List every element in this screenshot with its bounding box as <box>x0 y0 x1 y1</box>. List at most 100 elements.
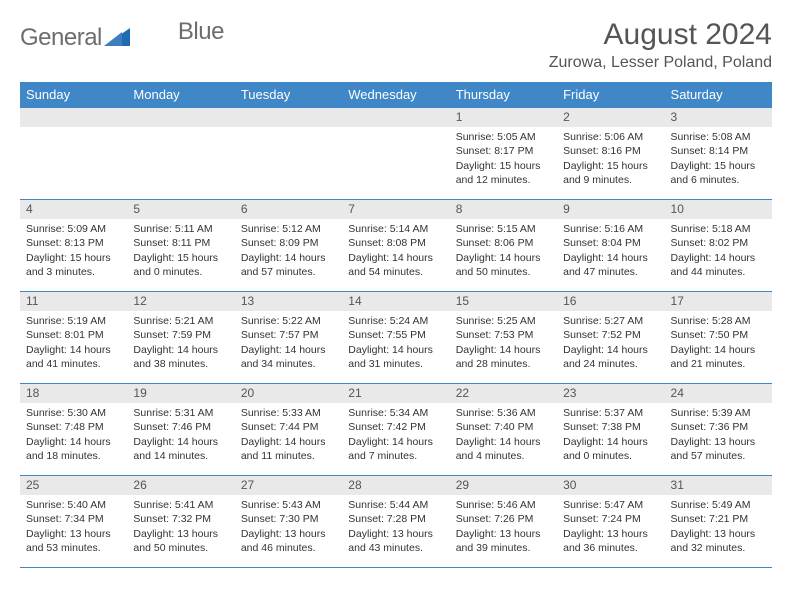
day-number: 6 <box>235 200 342 219</box>
logo: General Blue <box>20 24 224 52</box>
day-number: 30 <box>557 476 664 495</box>
calendar-cell: 21Sunrise: 5:34 AMSunset: 7:42 PMDayligh… <box>342 384 449 476</box>
daylight-text: Daylight: 14 hours and 41 minutes. <box>26 343 121 371</box>
day-detail: Sunrise: 5:24 AMSunset: 7:55 PMDaylight:… <box>342 311 449 375</box>
day-number: 2 <box>557 108 664 127</box>
calendar-cell: 4Sunrise: 5:09 AMSunset: 8:13 PMDaylight… <box>20 200 127 292</box>
sunrise-text: Sunrise: 5:06 AM <box>563 130 658 144</box>
calendar-cell: 30Sunrise: 5:47 AMSunset: 7:24 PMDayligh… <box>557 476 664 568</box>
calendar-cell: 10Sunrise: 5:18 AMSunset: 8:02 PMDayligh… <box>665 200 772 292</box>
sunset-text: Sunset: 8:08 PM <box>348 236 443 250</box>
day-number: 14 <box>342 292 449 311</box>
day-number: 31 <box>665 476 772 495</box>
calendar-cell: 16Sunrise: 5:27 AMSunset: 7:52 PMDayligh… <box>557 292 664 384</box>
calendar-row: 1 Sunrise: 5:05 AMSunset: 8:17 PM Daylight… <box>20 108 772 200</box>
sunset-text: Sunset: 8:06 PM <box>456 236 551 250</box>
sunset-text: Sunset: 8:16 PM <box>563 144 658 158</box>
sunrise-text: Sunrise: 5:27 AM <box>563 314 658 328</box>
day-number: 15 <box>450 292 557 311</box>
day-detail: Sunrise: 5:11 AMSunset: 8:11 PMDaylight:… <box>127 219 234 283</box>
calendar-cell <box>342 108 449 200</box>
sunset-text: Sunset: 7:42 PM <box>348 420 443 434</box>
calendar-cell <box>127 108 234 200</box>
day-detail: Sunrise: 5:49 AMSunset: 7:21 PMDaylight:… <box>665 495 772 559</box>
sunrise-text: Sunrise: 5:22 AM <box>241 314 336 328</box>
sunset-text: Sunset: 7:34 PM <box>26 512 121 526</box>
sunrise-text: Sunrise: 5:15 AM <box>456 222 551 236</box>
day-detail: Sunrise: 5:43 AMSunset: 7:30 PMDaylight:… <box>235 495 342 559</box>
sunset-text: Sunset: 7:50 PM <box>671 328 766 342</box>
daylight-text: Daylight: 14 hours and 4 minutes. <box>456 435 551 463</box>
day-detail: Sunrise: 5:39 AMSunset: 7:36 PMDaylight:… <box>665 403 772 467</box>
sunset-text: Sunset: 7:28 PM <box>348 512 443 526</box>
daylight-text: Daylight: 14 hours and 50 minutes. <box>456 251 551 279</box>
day-number: 1 <box>450 108 557 127</box>
day-detail: Sunrise: 5:08 AMSunset: 8:14 PMDaylight:… <box>665 127 772 191</box>
sunset-text: Sunset: 7:55 PM <box>348 328 443 342</box>
day-number: 12 <box>127 292 234 311</box>
sunrise-text: Sunrise: 5:28 AM <box>671 314 766 328</box>
calendar-row: 4Sunrise: 5:09 AMSunset: 8:13 PMDaylight… <box>20 200 772 292</box>
sunrise-text: Sunrise: 5:09 AM <box>26 222 121 236</box>
daylight-text: Daylight: 15 hours and 9 minutes. <box>563 159 658 187</box>
day-detail: Sunrise: 5:30 AMSunset: 7:48 PMDaylight:… <box>20 403 127 467</box>
daylight-text: Daylight: 13 hours and 32 minutes. <box>671 527 766 555</box>
daylight-text: Daylight: 14 hours and 34 minutes. <box>241 343 336 371</box>
day-number: 28 <box>342 476 449 495</box>
sunrise-text: Sunrise: 5:33 AM <box>241 406 336 420</box>
calendar-cell: 3Sunrise: 5:08 AMSunset: 8:14 PMDaylight… <box>665 108 772 200</box>
calendar-cell: 14Sunrise: 5:24 AMSunset: 7:55 PMDayligh… <box>342 292 449 384</box>
calendar-table: SundayMondayTuesdayWednesdayThursdayFrid… <box>20 82 772 568</box>
sunrise-text: Sunrise: 5:08 AM <box>671 130 766 144</box>
sunset-text: Sunset: 8:17 PM <box>456 144 551 158</box>
logo-word2: Blue <box>178 18 224 46</box>
calendar-cell: 18Sunrise: 5:30 AMSunset: 7:48 PMDayligh… <box>20 384 127 476</box>
daylight-text: Daylight: 14 hours and 24 minutes. <box>563 343 658 371</box>
day-number: 20 <box>235 384 342 403</box>
calendar-cell: 6Sunrise: 5:12 AMSunset: 8:09 PMDaylight… <box>235 200 342 292</box>
daylight-text: Daylight: 14 hours and 7 minutes. <box>348 435 443 463</box>
weekday-header: Monday <box>127 82 234 108</box>
day-number: 10 <box>665 200 772 219</box>
sunrise-text: Sunrise: 5:14 AM <box>348 222 443 236</box>
weekday-header: Tuesday <box>235 82 342 108</box>
daylight-text: Daylight: 13 hours and 43 minutes. <box>348 527 443 555</box>
sunset-text: Sunset: 8:02 PM <box>671 236 766 250</box>
day-number: 17 <box>665 292 772 311</box>
sunrise-text: Sunrise: 5:44 AM <box>348 498 443 512</box>
daylight-text: Daylight: 14 hours and 47 minutes. <box>563 251 658 279</box>
calendar-cell: 1Sunrise: 5:05 AMSunset: 8:17 PMDaylight… <box>450 108 557 200</box>
daylight-text: Daylight: 13 hours and 50 minutes. <box>133 527 228 555</box>
day-number: 4 <box>20 200 127 219</box>
day-number <box>342 108 449 127</box>
day-detail: Sunrise: 5:18 AMSunset: 8:02 PMDaylight:… <box>665 219 772 283</box>
day-detail: Sunrise: 5:41 AMSunset: 7:32 PMDaylight:… <box>127 495 234 559</box>
sunset-text: Sunset: 7:40 PM <box>456 420 551 434</box>
day-detail: Sunrise: 5:06 AMSunset: 8:16 PMDaylight:… <box>557 127 664 191</box>
sunrise-text: Sunrise: 5:30 AM <box>26 406 121 420</box>
sunset-text: Sunset: 7:44 PM <box>241 420 336 434</box>
day-number: 24 <box>665 384 772 403</box>
day-number: 18 <box>20 384 127 403</box>
calendar-cell: 26Sunrise: 5:41 AMSunset: 7:32 PMDayligh… <box>127 476 234 568</box>
calendar-cell: 5Sunrise: 5:11 AMSunset: 8:11 PMDaylight… <box>127 200 234 292</box>
weekday-header: Thursday <box>450 82 557 108</box>
daylight-text: Daylight: 15 hours and 0 minutes. <box>133 251 228 279</box>
sunrise-text: Sunrise: 5:11 AM <box>133 222 228 236</box>
sunrise-text: Sunrise: 5:05 AM <box>456 130 551 144</box>
day-number: 11 <box>20 292 127 311</box>
day-number: 26 <box>127 476 234 495</box>
day-number: 13 <box>235 292 342 311</box>
sunrise-text: Sunrise: 5:24 AM <box>348 314 443 328</box>
day-detail: Sunrise: 5:16 AMSunset: 8:04 PMDaylight:… <box>557 219 664 283</box>
calendar-cell: 24Sunrise: 5:39 AMSunset: 7:36 PMDayligh… <box>665 384 772 476</box>
calendar-cell: 19Sunrise: 5:31 AMSunset: 7:46 PMDayligh… <box>127 384 234 476</box>
calendar-cell: 20Sunrise: 5:33 AMSunset: 7:44 PMDayligh… <box>235 384 342 476</box>
sunrise-text: Sunrise: 5:18 AM <box>671 222 766 236</box>
day-detail: Sunrise: 5:28 AMSunset: 7:50 PMDaylight:… <box>665 311 772 375</box>
day-number: 7 <box>342 200 449 219</box>
day-detail: Sunrise: 5:46 AMSunset: 7:26 PMDaylight:… <box>450 495 557 559</box>
day-detail: Sunrise: 5:09 AMSunset: 8:13 PMDaylight:… <box>20 219 127 283</box>
calendar-cell: 13Sunrise: 5:22 AMSunset: 7:57 PMDayligh… <box>235 292 342 384</box>
calendar-head: SundayMondayTuesdayWednesdayThursdayFrid… <box>20 82 772 108</box>
